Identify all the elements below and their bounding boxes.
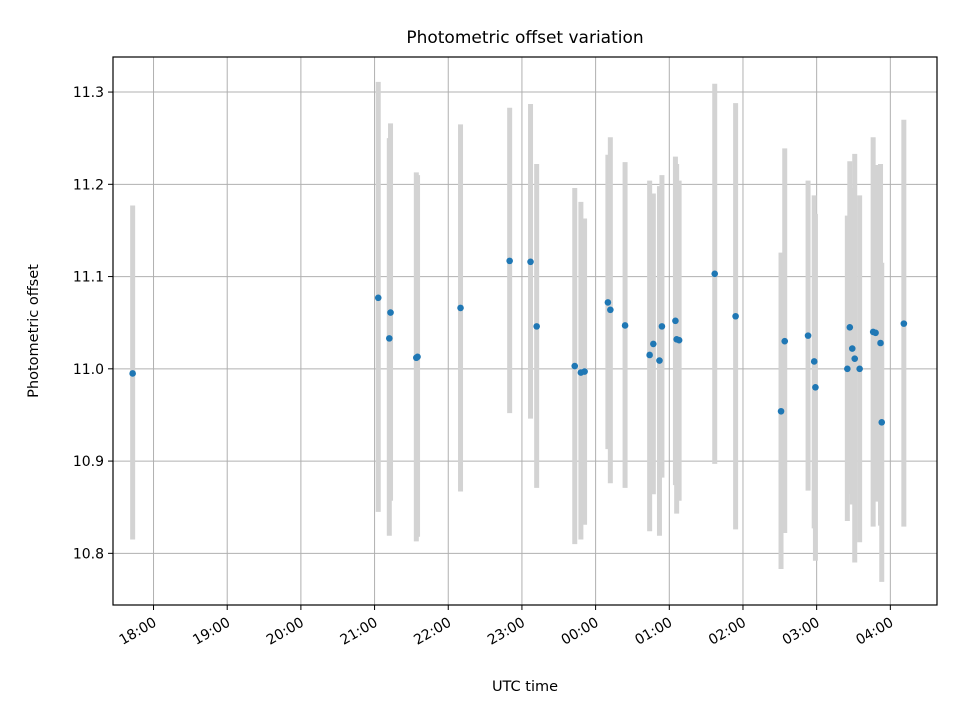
data-point bbox=[844, 365, 851, 373]
data-point bbox=[386, 335, 393, 342]
data-points bbox=[129, 257, 908, 426]
data-point bbox=[387, 309, 394, 316]
data-point bbox=[621, 322, 629, 329]
data-point bbox=[777, 407, 785, 415]
data-point bbox=[533, 323, 540, 330]
y-tick-label: 10.8 bbox=[73, 546, 104, 562]
y-tick-label: 11.2 bbox=[73, 177, 104, 193]
y-axis-label: Photometric offset bbox=[26, 264, 42, 398]
data-point bbox=[732, 312, 739, 320]
data-point bbox=[812, 383, 819, 391]
data-point bbox=[374, 294, 382, 302]
data-point bbox=[658, 323, 666, 330]
data-point bbox=[506, 257, 513, 265]
data-point bbox=[851, 355, 859, 362]
y-tick-label: 10.9 bbox=[73, 454, 104, 470]
y-tick-label: 11.0 bbox=[73, 362, 104, 378]
data-point bbox=[457, 304, 464, 312]
data-point bbox=[804, 332, 812, 339]
data-point bbox=[781, 337, 789, 345]
data-point bbox=[581, 368, 588, 375]
data-point bbox=[646, 351, 653, 359]
x-axis-label: UTC time bbox=[492, 679, 558, 695]
data-point bbox=[129, 370, 136, 377]
data-point bbox=[527, 258, 534, 266]
data-point bbox=[810, 358, 818, 365]
data-point bbox=[672, 317, 679, 325]
data-point bbox=[877, 339, 884, 347]
data-point bbox=[900, 320, 908, 327]
data-point bbox=[675, 336, 683, 344]
data-point bbox=[878, 419, 886, 426]
y-axis: 10.8 10.9 11.0 11.1 11.2 11.3 bbox=[73, 85, 113, 562]
data-point bbox=[656, 357, 663, 364]
data-point bbox=[872, 329, 879, 337]
data-point bbox=[848, 345, 856, 352]
data-point bbox=[571, 362, 579, 370]
y-tick-label: 11.1 bbox=[73, 270, 104, 286]
data-point bbox=[604, 299, 612, 306]
data-point bbox=[650, 340, 657, 348]
data-point bbox=[414, 353, 421, 361]
data-point bbox=[856, 365, 863, 373]
y-tick-label: 11.3 bbox=[73, 85, 104, 101]
grid bbox=[113, 57, 937, 605]
data-point bbox=[846, 324, 854, 331]
data-point bbox=[607, 306, 614, 314]
data-point bbox=[711, 270, 719, 278]
chart-title: Photometric offset variation bbox=[406, 28, 643, 48]
plot-frame bbox=[112, 56, 938, 606]
